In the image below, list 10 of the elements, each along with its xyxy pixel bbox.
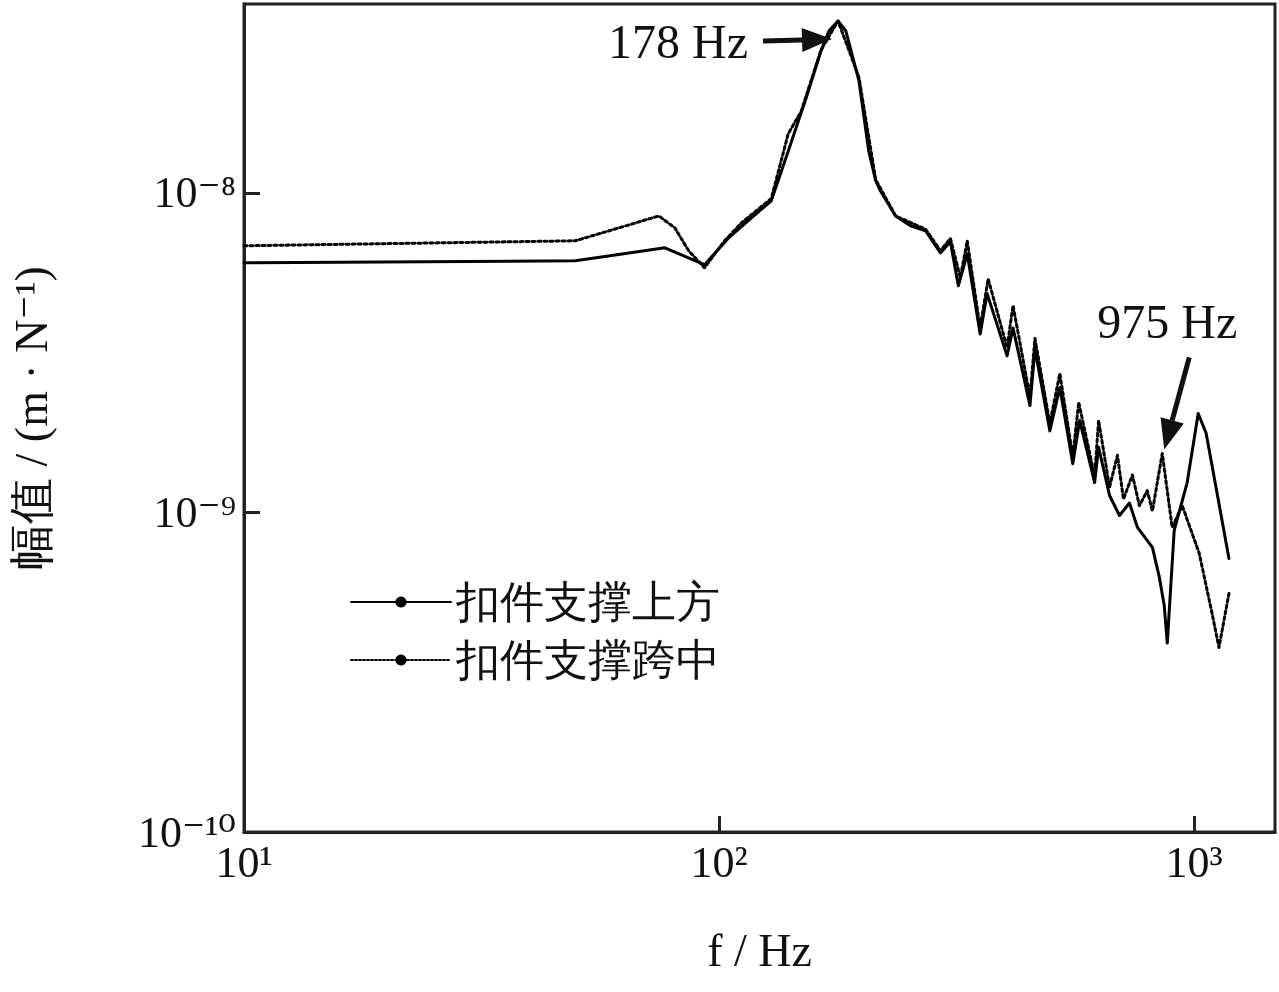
y-axis-title: 幅值 / (m · N⁻¹) <box>5 266 57 570</box>
annotation: 975 Hz <box>1097 294 1238 348</box>
x-axis-title: f / Hz <box>707 924 812 976</box>
legend-label: 扣件支撑跨中 <box>455 635 720 685</box>
legend-label: 扣件支撑上方 <box>455 577 720 627</box>
x-tick-label: 10² <box>690 837 748 887</box>
annotation: 178 Hz <box>608 14 749 68</box>
y-tick-label: 10⁻⁹ <box>153 487 236 537</box>
x-tick-label: 10³ <box>1165 837 1223 887</box>
y-tick-label: 10⁻⁸ <box>153 168 236 218</box>
